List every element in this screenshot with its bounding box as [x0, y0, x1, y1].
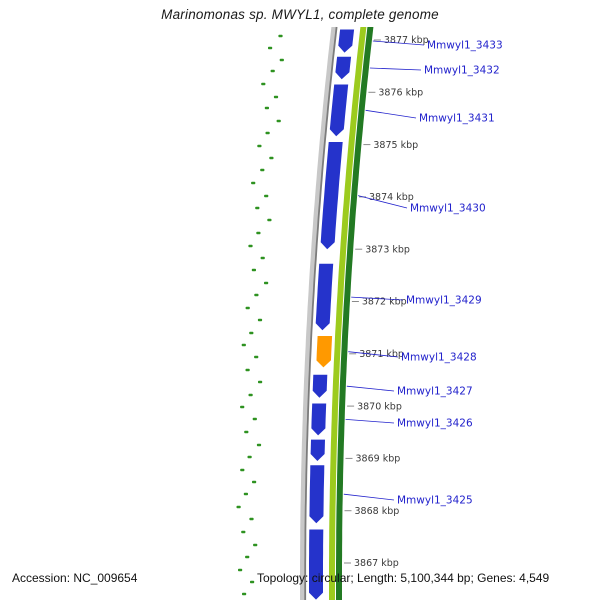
- ruler-tick-label: 3868 kbp: [355, 506, 400, 517]
- minor-feature-dash: [264, 281, 269, 285]
- gene-label-leader: [343, 493, 395, 501]
- ruler-tick-label: 3873 kbp: [365, 244, 410, 255]
- gc-band-light: [329, 27, 367, 600]
- backbone-band: [300, 27, 337, 600]
- minor-feature-dash: [269, 156, 274, 160]
- gene-label: Mmwyl1_3432: [424, 65, 500, 77]
- minor-feature-dash: [260, 256, 265, 260]
- minor-feature-dash: [255, 206, 260, 210]
- map-title: Marinomonas sp. MWYL1, complete genome: [161, 7, 439, 22]
- minor-feature-dash: [248, 244, 253, 248]
- minor-feature-dash: [245, 306, 250, 310]
- minor-feature-dash: [264, 106, 269, 110]
- minor-feature-dash: [250, 580, 255, 584]
- minor-feature-dash: [251, 181, 256, 185]
- gene-label-leader: [372, 40, 425, 46]
- ruler-tick-label: 3867 kbp: [354, 558, 399, 569]
- gene-arrow: [312, 374, 328, 398]
- gene-arrow: [310, 439, 325, 461]
- gene-arrow: [316, 336, 333, 368]
- gene-arrow: [315, 263, 334, 331]
- ruler-tick-label: 3876 kbp: [378, 88, 423, 99]
- minor-feature-dash: [254, 293, 259, 297]
- minor-feature-dash: [249, 331, 254, 335]
- minor-feature-dash: [258, 380, 263, 384]
- ruler-tick-label: 3869 kbp: [356, 454, 401, 465]
- gene-arrow: [335, 56, 352, 80]
- backbone-line: [304, 26, 338, 600]
- minor-feature-dash: [273, 95, 279, 99]
- minor-feature-dash: [253, 543, 258, 547]
- gene-arrow: [338, 29, 355, 53]
- minor-feature-dash: [278, 34, 283, 38]
- gene-label: Mmwyl1_3427: [397, 386, 473, 398]
- minor-feature-dash: [270, 69, 275, 73]
- gene-arrow: [311, 403, 327, 436]
- minor-feature-dash: [260, 168, 265, 172]
- ruler-tick-label: 3875 kbp: [373, 140, 418, 151]
- minor-feature-dash: [268, 46, 273, 50]
- minor-feature-dash: [267, 218, 272, 222]
- gene-label-leader: [348, 351, 399, 358]
- minor-feature-dash: [254, 355, 259, 359]
- minor-feature-dash: [256, 443, 262, 447]
- minor-feature-dash: [240, 468, 245, 472]
- gene-label-leader: [346, 385, 395, 392]
- minor-feature-dash: [244, 430, 249, 434]
- gene-label-leader: [351, 296, 404, 301]
- gene-label: Mmwyl1_3431: [419, 113, 495, 125]
- gene-label: Mmwyl1_3425: [397, 495, 473, 507]
- minor-feature-dash: [236, 505, 241, 509]
- minor-feature-dash: [249, 517, 254, 521]
- minor-feature-dash: [261, 82, 266, 86]
- minor-feature-dash: [248, 393, 253, 397]
- minor-feature-dash: [241, 343, 246, 347]
- ruler-tick-label: 3877 kbp: [384, 35, 429, 46]
- gene-arrow: [320, 142, 343, 250]
- minor-feature-dash: [245, 555, 250, 559]
- gene-label: Mmwyl1_3433: [427, 40, 503, 52]
- minor-feature-dash: [252, 417, 257, 421]
- gene-label: Mmwyl1_3428: [401, 352, 477, 364]
- gene-label-leader: [369, 67, 422, 71]
- minor-feature-dash: [265, 131, 270, 135]
- ruler-tick-label: 3872 kbp: [362, 297, 407, 308]
- minor-feature-dash: [257, 318, 263, 322]
- minor-feature-dash: [252, 480, 257, 484]
- minor-feature-dash: [245, 368, 250, 372]
- minor-feature-dash: [243, 492, 248, 496]
- accession-text: Accession: NC_009654: [12, 571, 138, 585]
- minor-feature-dash: [242, 592, 247, 596]
- gene-label-leader: [358, 195, 408, 209]
- minor-feature-dash: [257, 144, 262, 148]
- gene-arrow: [329, 84, 349, 137]
- topology-text: Topology: circular; Length: 5,100,344 bp…: [257, 571, 550, 585]
- minor-feature-dash: [251, 268, 256, 272]
- minor-feature-dash: [238, 568, 243, 572]
- gene-arrow: [309, 465, 325, 524]
- minor-feature-dash: [264, 194, 269, 198]
- minor-feature-dash: [276, 119, 281, 123]
- gene-label-leader: [365, 109, 417, 119]
- gene-arrow: [309, 529, 324, 600]
- minor-feature-dash: [240, 405, 245, 409]
- gene-label: Mmwyl1_3426: [397, 418, 473, 430]
- gene-label-leader: [345, 419, 395, 424]
- ruler-tick-label: 3870 kbp: [357, 401, 402, 412]
- minor-feature-dash: [279, 58, 284, 62]
- ruler-tick-label: 3874 kbp: [369, 192, 414, 203]
- minor-feature-dash: [247, 455, 252, 459]
- gc-band-dark: [336, 27, 374, 600]
- ruler-tick-label: 3871 kbp: [359, 349, 404, 360]
- gene-label: Mmwyl1_3429: [406, 295, 482, 307]
- gene-label: Mmwyl1_3430: [410, 203, 486, 215]
- minor-feature-dash: [256, 231, 261, 235]
- minor-feature-dash: [241, 530, 246, 534]
